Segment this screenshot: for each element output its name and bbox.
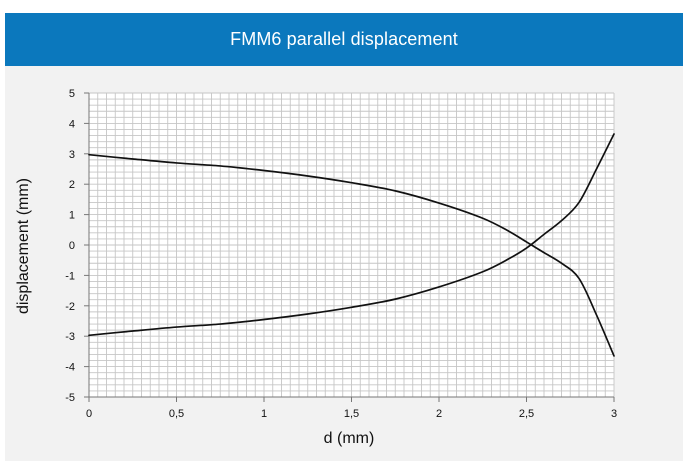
y-tick-label: 2: [69, 179, 75, 191]
x-tick-label: 1: [261, 408, 267, 420]
y-tick-label: -4: [65, 362, 75, 374]
x-tick-label: 1,5: [344, 408, 359, 420]
y-tick-label: 3: [69, 149, 75, 161]
plot-area: 5 4 3 2 1 0 -1 -2 -3 -4 -5 0 0,5 1 1,5 2 2,5 3 d (mm) dis…: [5, 66, 683, 461]
chart-svg: 5 4 3 2 1 0 -1 -2 -3 -4 -5 0 0,5 1 1,5 2 2,5 3 d (mm) dis…: [15, 88, 617, 447]
series-line-increasing: [88, 133, 615, 337]
x-tick-label: 2,5: [519, 408, 534, 420]
y-tick-label: 5: [69, 88, 75, 100]
y-tick-label: 4: [69, 118, 75, 130]
x-tick-label: 3: [611, 408, 617, 420]
label-layer: d (mm) displacement (mm): [15, 178, 374, 447]
chart-card: FMM6 parallel displacement 5 4 3 2 1 0 -1 -2 -3 -…: [5, 0, 683, 461]
y-tick-label: -5: [65, 392, 75, 404]
x-tick-label: 2: [436, 408, 442, 420]
chart-title: FMM6 parallel displacement: [5, 13, 683, 66]
series-line-decreasing: [88, 153, 615, 357]
y-tick-label: -2: [65, 301, 75, 313]
axes-layer: 5 4 3 2 1 0 -1 -2 -3 -4 -5 0 0,5 1 1,5 2 2,5 3: [65, 88, 617, 420]
y-tick-label: -1: [65, 270, 75, 282]
y-axis-label: displacement (mm): [15, 178, 32, 314]
x-tick-label: 0: [86, 408, 92, 420]
y-tick-label: 1: [69, 210, 75, 222]
x-tick-label: 0,5: [169, 408, 184, 420]
x-axis-label: d (mm): [324, 430, 375, 447]
series-layer: [88, 133, 615, 357]
y-tick-label: -3: [65, 331, 75, 343]
grid-layer: [88, 92, 615, 398]
y-tick-label: 0: [69, 240, 75, 252]
